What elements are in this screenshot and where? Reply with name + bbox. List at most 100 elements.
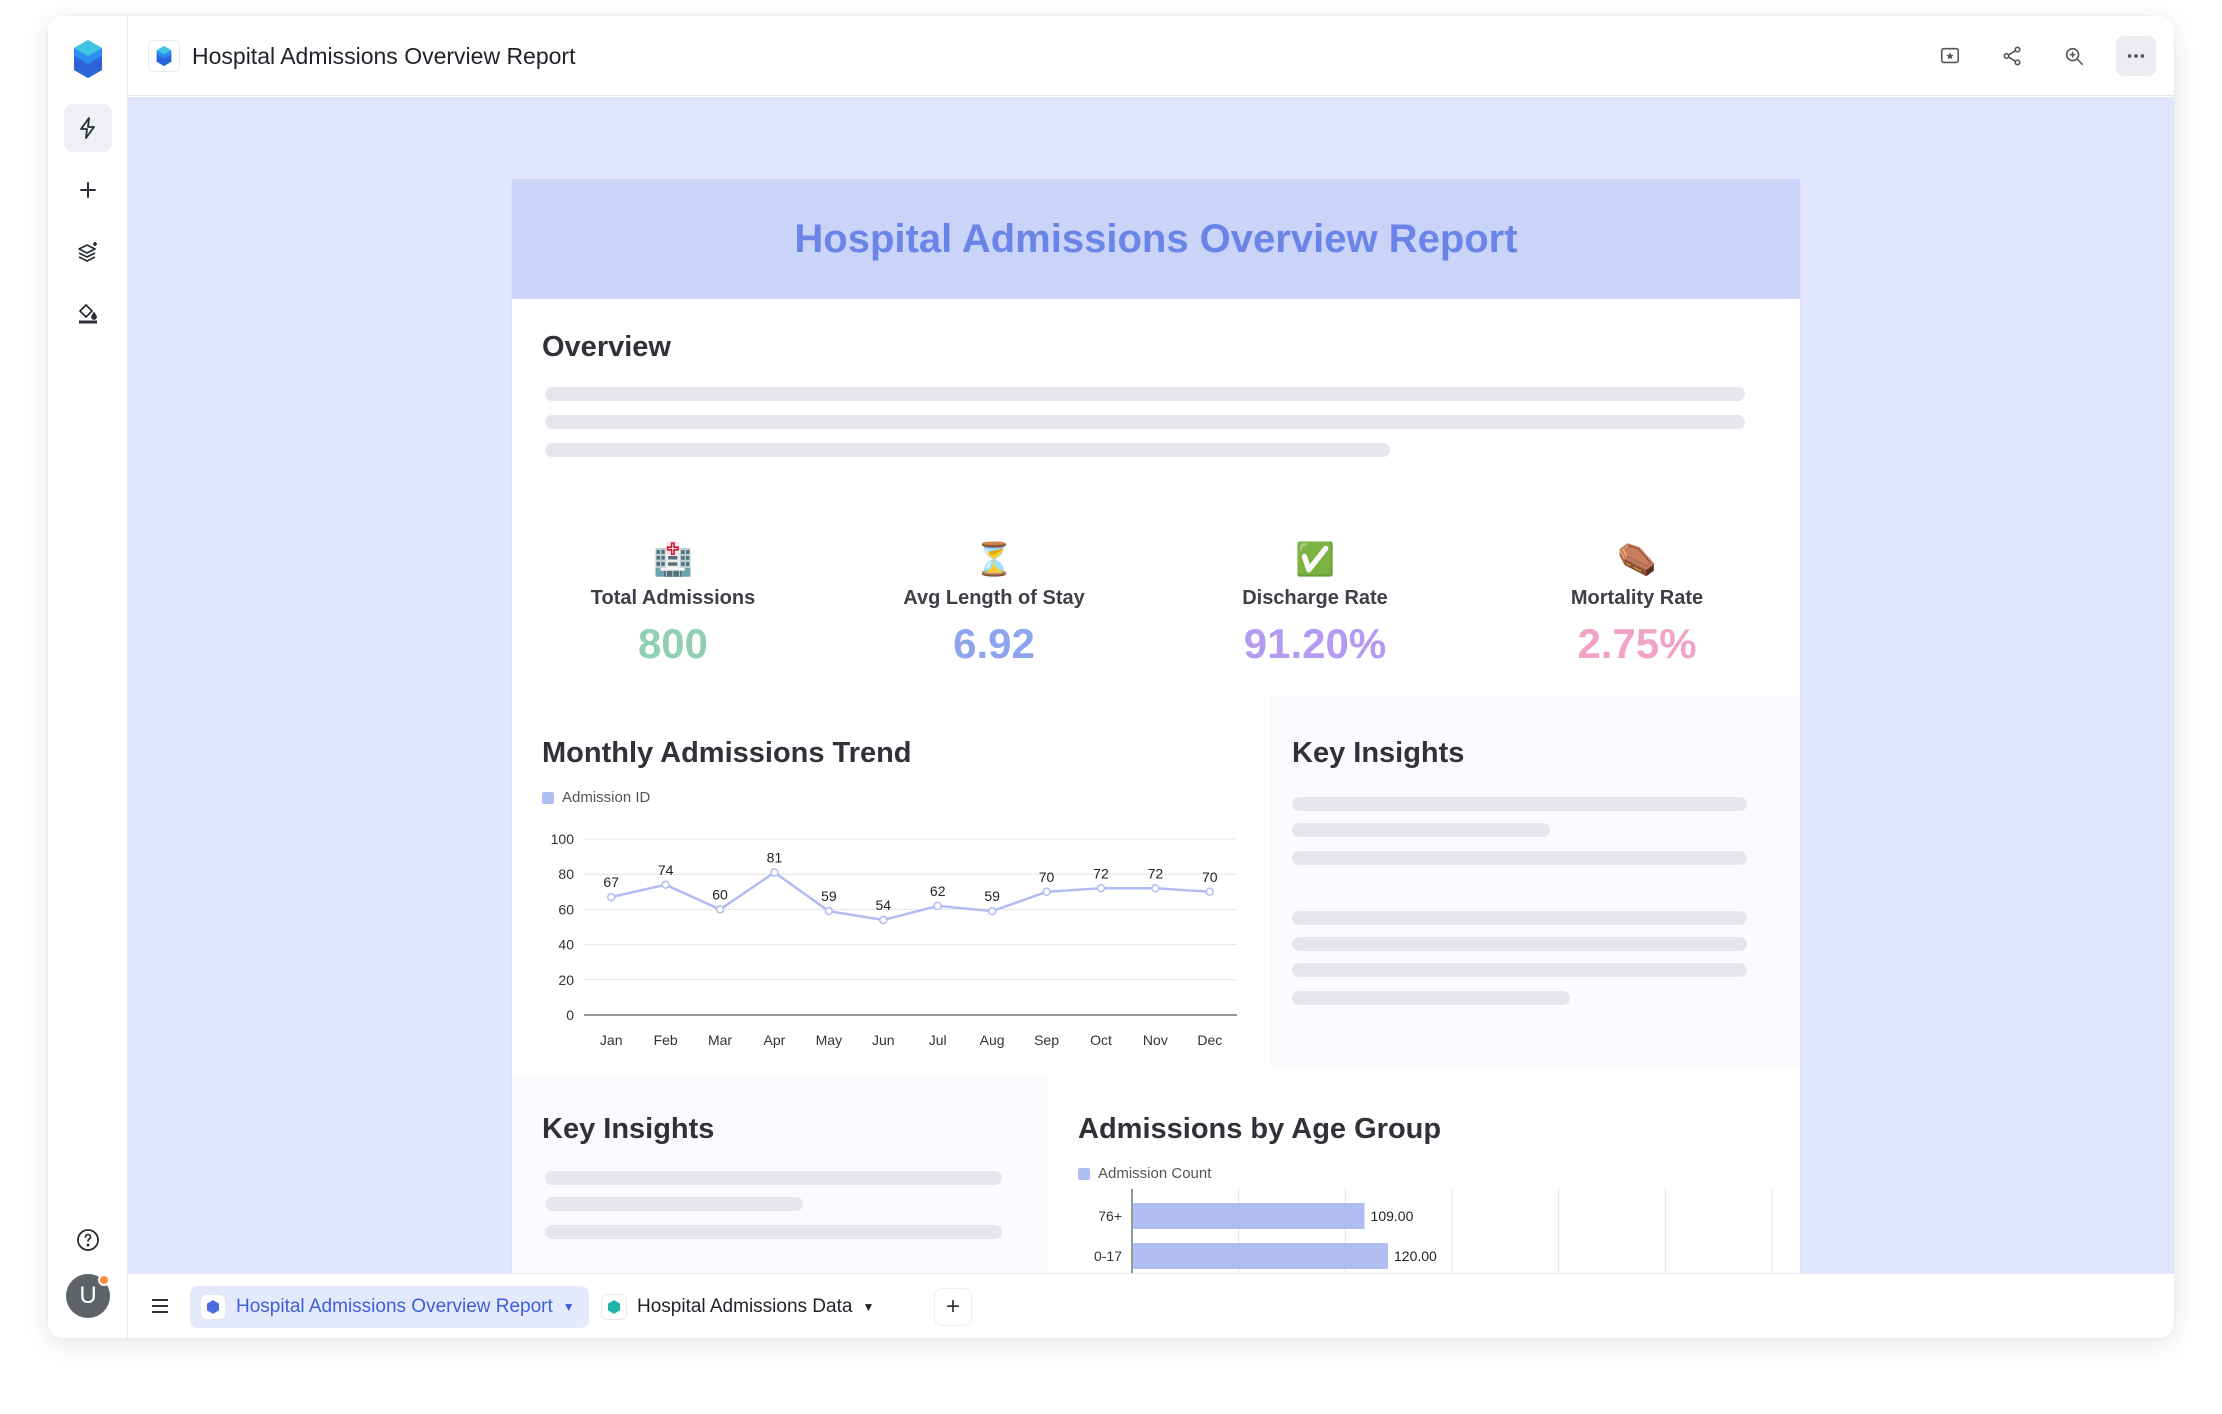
data-label: 59	[821, 888, 837, 904]
user-avatar[interactable]: U	[66, 1274, 110, 1318]
kpi-value: 2.75%	[1577, 620, 1697, 667]
text-placeholder	[1292, 911, 1747, 925]
sidebar: U	[48, 16, 128, 1338]
key-insights-title: Key Insights	[1292, 737, 1465, 769]
x-tick-label: Jan	[600, 1032, 623, 1048]
y-tick-label: 0-17	[1094, 1248, 1122, 1264]
trend-chart-title: Monthly Admissions Trend	[542, 737, 912, 769]
more-icon[interactable]	[2116, 36, 2156, 76]
data-label: 72	[1148, 865, 1164, 881]
menu-icon[interactable]	[144, 1290, 176, 1322]
key-insights-panel: Key Insights	[1270, 697, 1800, 1067]
data-point	[933, 901, 942, 911]
tab-overview-report[interactable]: Hospital Admissions Overview Report ▼	[190, 1286, 589, 1328]
x-tick-label: Apr	[764, 1032, 786, 1048]
report-title: Hospital Admissions Overview Report	[794, 216, 1518, 261]
y-tick-label: 20	[558, 972, 574, 988]
text-placeholder	[545, 443, 1390, 457]
kpi-value: 91.20%	[1243, 620, 1387, 667]
check-mark-icon: ✅	[1295, 541, 1335, 577]
zoom-icon[interactable]	[2054, 36, 2094, 76]
text-placeholder	[1292, 823, 1550, 837]
kpi-avg-length-of-stay: ⏳ Avg Length of Stay 6.92	[834, 539, 1154, 668]
data-point	[824, 906, 834, 916]
text-placeholder	[545, 415, 1745, 429]
data-label: 81	[767, 849, 783, 865]
lightning-icon[interactable]	[64, 104, 112, 152]
data-label: 120.00	[1394, 1248, 1437, 1264]
chevron-down-icon[interactable]: ▼	[862, 1300, 875, 1314]
present-icon[interactable]	[1930, 36, 1970, 76]
legend-swatch	[1078, 1167, 1090, 1180]
data-point	[770, 868, 779, 877]
add-tab-button[interactable]: +	[934, 1288, 972, 1326]
y-tick-label: 60	[558, 901, 574, 917]
overview-title: Overview	[542, 331, 671, 363]
share-icon[interactable]	[1992, 36, 2032, 76]
legend-swatch	[542, 791, 554, 804]
key-insights-panel-2: Key Insights	[512, 1075, 1049, 1273]
data-label: 67	[603, 874, 619, 890]
chevron-down-icon[interactable]: ▼	[562, 1300, 575, 1314]
data-point	[606, 892, 616, 902]
bar	[1133, 1243, 1388, 1269]
hospital-icon: 🏥	[653, 541, 693, 577]
key-insights-title-2: Key Insights	[542, 1113, 715, 1145]
text-placeholder	[545, 387, 1745, 401]
age-group-bar-chart: 76+ 109.00 0-17 120.00	[1094, 1189, 1773, 1273]
y-tick-label: 100	[551, 831, 575, 847]
text-placeholder	[545, 1171, 1002, 1185]
tab-admissions-data[interactable]: Hospital Admissions Data ▼	[591, 1286, 888, 1328]
app-logo-icon[interactable]	[74, 40, 102, 78]
data-label: 70	[1202, 869, 1218, 885]
monthly-admissions-line-chart: 0 20 40 60 80 100 Jan Feb Mar Apr May Jun Jul Aug Sep O…	[551, 831, 1237, 1048]
page-title: Hospital Admissions Overview Report	[192, 43, 576, 69]
layers-sparkle-icon[interactable]	[64, 228, 112, 276]
data-label: 54	[876, 897, 892, 913]
data-point	[1205, 887, 1215, 897]
y-tick-label: 40	[558, 937, 574, 953]
report-canvas: Hospital Admissions Overview Report Over…	[128, 97, 2174, 1273]
data-point	[1151, 884, 1160, 893]
paint-bucket-icon[interactable]	[64, 290, 112, 338]
data-point	[661, 880, 670, 890]
data-label: 72	[1093, 865, 1109, 881]
avatar-initial: U	[79, 1282, 97, 1309]
tab-label: Hospital Admissions Overview Report	[236, 1296, 553, 1317]
kpi-mortality-rate: ⚰️ Mortality Rate 2.75%	[1477, 539, 1797, 668]
x-tick-label: Sep	[1034, 1032, 1059, 1048]
data-label: 62	[930, 883, 946, 899]
notification-dot	[98, 1274, 110, 1286]
top-bar: Hospital Admissions Overview Report	[128, 16, 2174, 96]
kpi-label: Avg Length of Stay	[903, 587, 1085, 609]
kpi-value: 6.92	[953, 620, 1035, 667]
bar	[1133, 1203, 1365, 1229]
kpi-label: Discharge Rate	[1242, 587, 1388, 609]
kpi-discharge-rate: ✅ Discharge Rate 91.20%	[1155, 539, 1475, 668]
report-page: Hospital Admissions Overview Report Over…	[512, 179, 1800, 1273]
x-tick-label: May	[816, 1032, 842, 1048]
y-tick-label: 76+	[1098, 1208, 1122, 1224]
text-placeholder	[545, 1225, 1002, 1239]
report-header: Hospital Admissions Overview Report	[512, 179, 1800, 299]
kpi-label: Total Admissions	[590, 587, 756, 609]
data-point	[715, 905, 725, 914]
series-line	[610, 870, 1210, 922]
document-icon	[148, 40, 180, 72]
data-label: 70	[1039, 869, 1055, 885]
x-tick-label: Mar	[708, 1032, 732, 1048]
age-chart-legend: Admission Count	[1078, 1165, 1211, 1182]
text-placeholder	[1292, 851, 1747, 865]
plus-icon[interactable]	[64, 166, 112, 214]
x-tick-label: Feb	[654, 1032, 678, 1048]
data-tab-icon	[601, 1294, 627, 1320]
x-tick-label: Nov	[1143, 1032, 1168, 1048]
kpi-label: Mortality Rate	[1570, 587, 1704, 609]
help-icon[interactable]	[64, 1216, 112, 1264]
report-tab-icon	[200, 1294, 226, 1320]
text-placeholder	[1292, 937, 1747, 951]
coffin-icon: ⚰️	[1617, 541, 1657, 577]
y-tick-label: 0	[566, 1007, 574, 1023]
app-window: U Hospital Admissions Overview Report	[48, 16, 2174, 1338]
text-placeholder	[1292, 797, 1747, 811]
